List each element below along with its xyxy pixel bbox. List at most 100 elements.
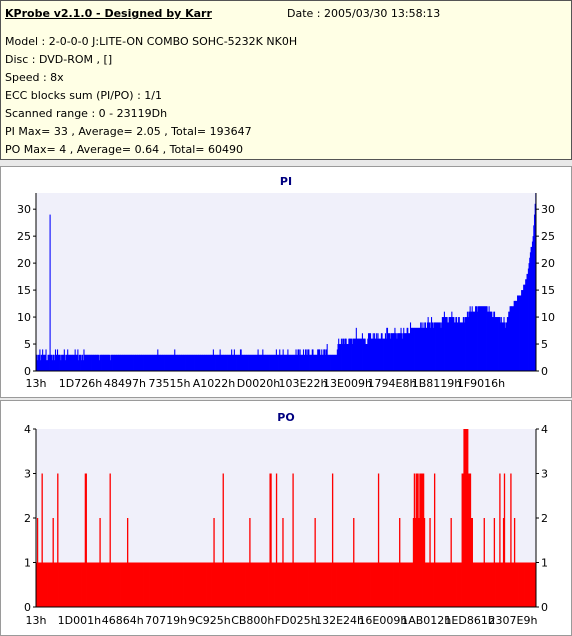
bar xyxy=(151,354,153,371)
bar xyxy=(246,354,248,371)
bar xyxy=(44,562,46,607)
x-tick-label: 103E22h xyxy=(279,377,328,390)
bar xyxy=(289,354,291,371)
bar xyxy=(523,284,525,371)
bar xyxy=(110,354,112,371)
bar xyxy=(229,562,231,607)
bar xyxy=(304,349,307,371)
scan-date: Date : 2005/03/30 13:58:13 xyxy=(287,7,441,20)
bar xyxy=(256,354,258,371)
bar xyxy=(362,562,364,607)
bar xyxy=(279,354,281,371)
bar xyxy=(186,354,188,371)
bar xyxy=(83,562,86,607)
bar xyxy=(103,354,105,371)
bar xyxy=(73,354,76,371)
bar xyxy=(518,562,520,607)
bar xyxy=(272,562,274,607)
bar xyxy=(96,562,98,607)
bar xyxy=(484,306,486,371)
bar xyxy=(143,562,145,607)
bar xyxy=(123,562,125,607)
bar xyxy=(492,317,494,371)
bar xyxy=(327,354,329,371)
bar xyxy=(336,349,338,371)
bar xyxy=(282,349,284,371)
bar xyxy=(372,338,374,371)
bar xyxy=(392,562,394,607)
bar xyxy=(52,354,55,371)
bar xyxy=(188,354,190,371)
bar xyxy=(360,562,362,607)
bar xyxy=(346,344,349,371)
bar xyxy=(356,338,358,371)
bar xyxy=(157,354,160,371)
y-tick-label-right: 2 xyxy=(541,512,548,525)
x-tick-label: 1F9016h xyxy=(457,377,505,390)
bar xyxy=(109,354,111,371)
bar xyxy=(172,562,174,607)
bar xyxy=(447,322,449,371)
bar xyxy=(305,354,307,371)
bar xyxy=(191,562,193,607)
bar xyxy=(376,562,378,607)
bar xyxy=(333,562,336,607)
bar xyxy=(92,562,94,607)
bar xyxy=(480,562,483,607)
bar xyxy=(78,354,80,371)
bar xyxy=(109,360,111,371)
bar xyxy=(532,236,534,371)
bar xyxy=(49,214,51,371)
y-tick-label: 5 xyxy=(24,338,31,351)
bar xyxy=(39,349,41,371)
bar xyxy=(195,354,197,371)
bar xyxy=(264,562,267,607)
bar xyxy=(315,562,317,607)
bar xyxy=(117,354,119,371)
bar xyxy=(491,317,494,371)
bar xyxy=(201,354,203,371)
bar xyxy=(349,562,351,607)
bar xyxy=(281,354,283,371)
bar xyxy=(233,562,235,607)
bar xyxy=(255,562,257,607)
bar xyxy=(181,354,183,371)
bar xyxy=(472,562,474,607)
bar xyxy=(258,354,260,371)
bar xyxy=(281,562,283,607)
bar xyxy=(254,562,257,607)
bar xyxy=(257,349,259,371)
bar xyxy=(113,354,115,371)
bar xyxy=(109,473,111,607)
bar xyxy=(448,562,450,607)
bar xyxy=(475,562,477,607)
bar xyxy=(115,354,118,371)
bar xyxy=(187,354,189,371)
bar xyxy=(300,354,302,371)
bar xyxy=(425,562,428,607)
bar xyxy=(253,354,255,371)
bar xyxy=(351,338,353,371)
bar xyxy=(81,354,83,371)
bar xyxy=(155,562,157,607)
bar xyxy=(208,354,210,371)
bar xyxy=(69,562,71,607)
bar xyxy=(440,562,442,607)
bar xyxy=(350,562,352,607)
bar xyxy=(114,562,116,607)
bar xyxy=(224,562,226,607)
bar xyxy=(102,562,104,607)
bar xyxy=(169,562,171,607)
bar xyxy=(354,562,356,607)
bar xyxy=(334,354,336,371)
bar xyxy=(72,354,74,371)
bar xyxy=(320,562,323,607)
bar xyxy=(462,317,464,371)
bar xyxy=(453,317,455,371)
bar xyxy=(91,562,93,607)
bar xyxy=(84,354,86,371)
bar xyxy=(409,562,411,607)
bar xyxy=(197,354,199,371)
bar xyxy=(531,562,533,607)
y-tick-label-right: 5 xyxy=(541,338,548,351)
